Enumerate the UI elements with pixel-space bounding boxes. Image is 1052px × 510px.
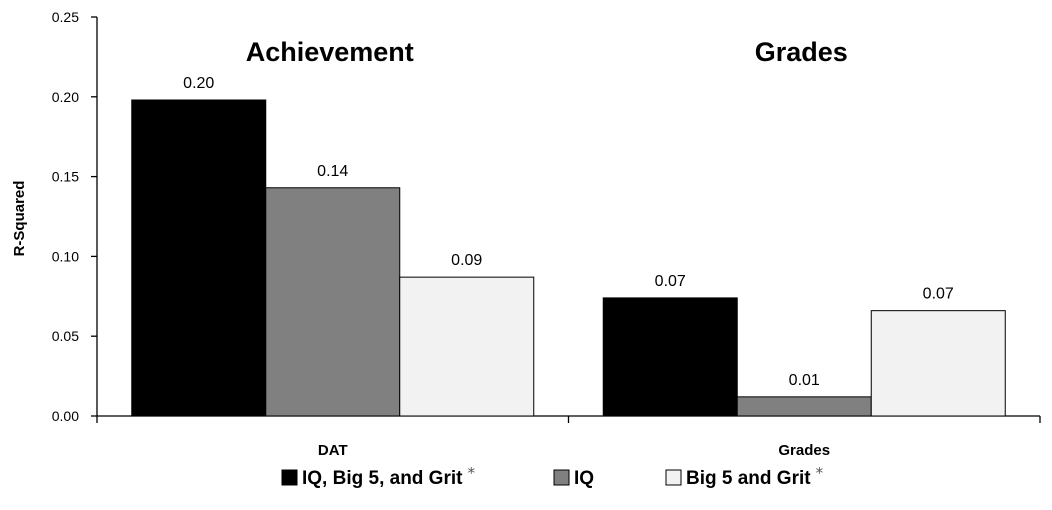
group-title: Achievement — [246, 37, 414, 67]
data-label: 0.09 — [451, 252, 482, 269]
bar-dat-series-0 — [131, 99, 267, 417]
y-tick-label: 0.00 — [52, 408, 79, 424]
bar-dat-series-2 — [399, 276, 535, 417]
group-title: Grades — [755, 37, 848, 67]
data-label: 0.14 — [317, 163, 348, 180]
legend-swatch — [553, 469, 570, 486]
data-label: 0.07 — [923, 286, 954, 303]
legend-marker: * — [467, 464, 475, 482]
x-category-label: DAT — [318, 442, 348, 459]
y-tick-label: 0.15 — [52, 169, 79, 185]
legend-label: IQ, Big 5, and Grit — [302, 468, 463, 489]
x-category-label: Grades — [778, 442, 830, 459]
bars — [131, 99, 1006, 417]
bar-grades-series-1 — [736, 396, 872, 417]
y-tick-label: 0.10 — [52, 248, 79, 264]
legend-label: Big 5 and Grit — [686, 468, 811, 489]
data-label: 0.20 — [183, 75, 214, 92]
bar-dat-series-1 — [265, 187, 401, 417]
data-label: 0.01 — [789, 372, 820, 389]
legend-item: Big 5 and Grit * — [665, 464, 824, 489]
legend-item: IQ, Big 5, and Grit * — [281, 464, 475, 489]
labels: 0.20 0.14 0.09 DAT Achievement 0.07 0.01 0.07 Gr… — [183, 37, 954, 459]
bar-grades-series-0 — [602, 297, 738, 417]
legend-label: IQ — [574, 468, 594, 489]
legend-swatch — [665, 469, 682, 486]
y-tick-label: 0.25 — [52, 9, 79, 25]
bar-grades-series-2 — [870, 310, 1006, 417]
y-axis-title: R-Squared — [11, 181, 28, 257]
y-tick-label: 0.20 — [52, 89, 79, 105]
legend-marker: * — [816, 464, 824, 482]
legend-item: IQ — [553, 468, 594, 489]
data-label: 0.07 — [655, 273, 686, 290]
y-tick-label: 0.05 — [52, 328, 79, 344]
legend-swatch — [281, 469, 298, 486]
legend: IQ, Big 5, and Grit * IQ Big 5 and Grit * — [281, 464, 824, 489]
